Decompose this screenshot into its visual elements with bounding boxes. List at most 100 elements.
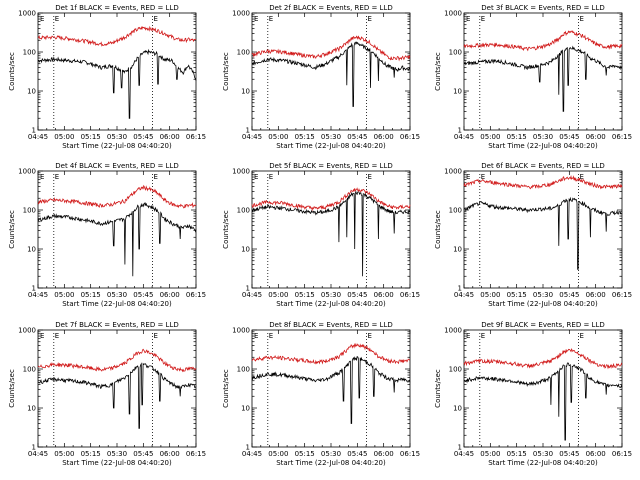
chart-panel-4: Det 4f BLACK = Events, RED = LLD 1 10 100 10… <box>8 162 206 308</box>
x-tick-label: 05:30 <box>107 450 127 458</box>
event-marker-label: E <box>254 15 258 23</box>
plot-frame <box>37 170 197 289</box>
y-tick-label: 1 <box>32 444 36 452</box>
x-tick-label: 05:00 <box>268 133 288 141</box>
y-tick-label: 1000 <box>232 327 250 335</box>
events-series-line <box>463 362 623 441</box>
x-tick-label: 05:15 <box>81 291 101 299</box>
lld-series-line <box>251 342 410 365</box>
x-axis-label: Start Time (22-Jul-08 04:40:20) <box>488 300 598 308</box>
x-tick-label: 05:00 <box>480 450 500 458</box>
y-axis-label: Counts/sec <box>222 210 230 249</box>
y-tick-label: 1000 <box>444 10 462 18</box>
x-tick-label: 06:00 <box>586 133 606 141</box>
x-tick-label: 05:15 <box>295 133 315 141</box>
y-tick-label: 100 <box>23 49 36 57</box>
x-tick-label: 06:00 <box>374 291 394 299</box>
events-series-line <box>463 45 623 112</box>
y-tick-label: 1 <box>246 127 250 135</box>
x-axis-label: Start Time (22-Jul-08 04:40:20) <box>276 459 386 467</box>
chart-title: Det 7f BLACK = Events, RED = LLD <box>55 321 178 329</box>
x-axis-label: Start Time (22-Jul-08 04:40:20) <box>488 142 598 150</box>
event-marker-label: E <box>40 15 44 23</box>
plot-frame <box>463 170 623 289</box>
event-marker-label: E <box>580 173 584 181</box>
chart-panel-3: Det 3f BLACK = Events, RED = LLD 1 10 100 10… <box>434 4 632 150</box>
y-axis-label: Counts/sec <box>8 52 16 91</box>
lld-series-line <box>463 347 623 370</box>
y-tick-label: 1 <box>246 444 250 452</box>
x-tick-label: 05:00 <box>480 291 500 299</box>
x-tick-label: 05:15 <box>507 133 527 141</box>
x-tick-label: 05:00 <box>268 291 288 299</box>
event-marker-label: E <box>40 173 44 181</box>
x-tick-label: 05:45 <box>559 450 579 458</box>
x-tick-label: 05:45 <box>559 133 579 141</box>
y-tick-label: 1 <box>246 285 250 293</box>
y-axis-label: Counts/sec <box>434 210 442 249</box>
y-tick-label: 10 <box>453 405 462 413</box>
event-marker-label: E <box>154 332 158 340</box>
event-marker-label: E <box>40 332 44 340</box>
x-tick-label: 05:15 <box>507 291 527 299</box>
x-tick-label: 06:15 <box>400 450 420 458</box>
x-tick-label: 05:45 <box>133 133 153 141</box>
chart-title: Det 3f BLACK = Events, RED = LLD <box>481 4 604 12</box>
chart-title: Det 9f BLACK = Events, RED = LLD <box>481 321 604 329</box>
x-tick-label: 06:15 <box>186 291 206 299</box>
x-tick-label: 06:00 <box>374 133 394 141</box>
event-marker-label: E <box>55 332 59 340</box>
lld-series-line <box>463 30 623 52</box>
chart-title: Det 1f BLACK = Events, RED = LLD <box>55 4 178 12</box>
x-tick-label: 05:15 <box>295 450 315 458</box>
x-axis-label: Start Time (22-Jul-08 04:40:20) <box>276 142 386 150</box>
lld-series-line <box>251 35 411 62</box>
x-tick-label: 05:45 <box>347 133 367 141</box>
x-tick-label: 05:45 <box>347 450 367 458</box>
event-marker-label: E <box>466 173 470 181</box>
y-tick-label: 1000 <box>18 10 36 18</box>
y-axis-label: Counts/sec <box>434 369 442 408</box>
x-tick-label: 06:15 <box>612 133 632 141</box>
chart-panel-9: Det 9f BLACK = Events, RED = LLD 1 10 100 10… <box>434 321 632 467</box>
y-tick-label: 100 <box>237 207 250 215</box>
plot-frame <box>463 329 623 448</box>
y-tick-label: 10 <box>241 405 250 413</box>
events-series-line <box>251 190 411 277</box>
plot-frame <box>37 329 197 448</box>
event-marker-label: E <box>580 15 584 23</box>
event-marker-label: E <box>368 15 372 23</box>
y-tick-label: 1 <box>458 444 462 452</box>
x-tick-label: 06:15 <box>612 450 632 458</box>
event-marker-label: E <box>580 332 584 340</box>
x-tick-label: 05:15 <box>81 450 101 458</box>
chart-title: Det 2f BLACK = Events, RED = LLD <box>269 4 392 12</box>
chart-panel-8: Det 8f BLACK = Events, RED = LLD 1 10 100 10… <box>222 321 420 467</box>
y-tick-label: 10 <box>27 88 36 96</box>
plot-frame <box>37 12 197 131</box>
y-tick-label: 10 <box>27 405 36 413</box>
x-tick-label: 06:00 <box>586 450 606 458</box>
x-tick-label: 04:45 <box>28 450 48 458</box>
events-series-line <box>37 362 197 429</box>
plot-frame <box>251 12 411 131</box>
event-marker-label: E <box>481 332 485 340</box>
x-tick-label: 06:00 <box>160 133 180 141</box>
plot-frame <box>251 170 411 289</box>
chart-title: Det 6f BLACK = Events, RED = LLD <box>481 162 604 170</box>
y-tick-label: 1000 <box>18 168 36 176</box>
event-marker-label: E <box>154 173 158 181</box>
y-tick-label: 100 <box>23 366 36 374</box>
x-axis-label: Start Time (22-Jul-08 04:40:20) <box>62 459 172 467</box>
events-series-line <box>463 196 623 270</box>
x-tick-label: 05:30 <box>321 291 341 299</box>
y-tick-label: 1 <box>32 285 36 293</box>
chart-title: Det 4f BLACK = Events, RED = LLD <box>55 162 178 170</box>
chart-title: Det 8f BLACK = Events, RED = LLD <box>269 321 392 329</box>
event-marker-label: E <box>466 15 470 23</box>
y-axis-label: Counts/sec <box>8 210 16 249</box>
x-tick-label: 05:15 <box>295 291 315 299</box>
x-tick-label: 05:30 <box>107 133 127 141</box>
x-tick-label: 04:45 <box>242 450 262 458</box>
